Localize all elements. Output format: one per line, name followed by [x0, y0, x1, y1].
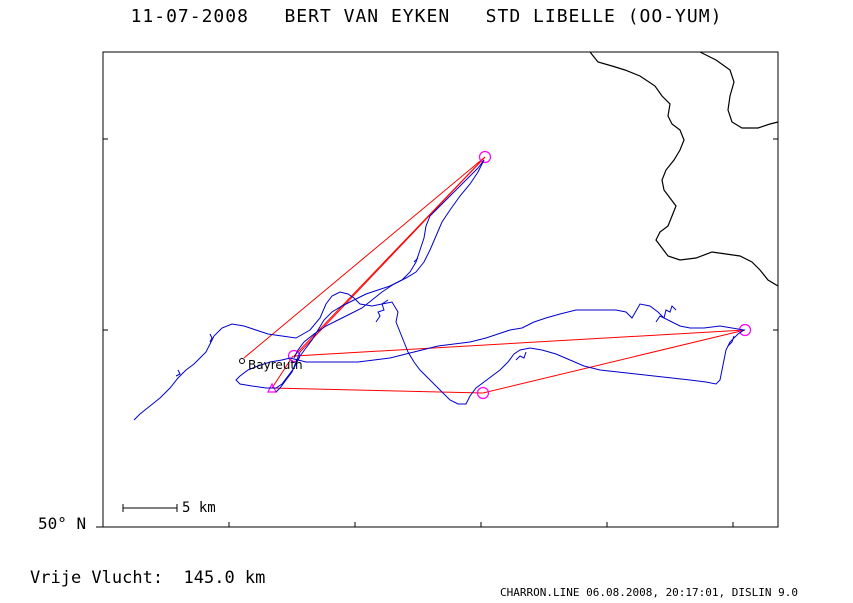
flight-track: [133, 159, 746, 421]
map-frame: [102, 51, 779, 528]
town-label: Bayreuth: [248, 358, 303, 372]
latitude-label: 50° N: [38, 514, 87, 533]
task-leg: [299, 156, 486, 353]
task-line: [243, 156, 746, 394]
scale-bar: [122, 504, 178, 512]
turnpoint-2: [738, 323, 752, 337]
distance-label: Vrije Vlucht: 145.0 km: [30, 568, 266, 588]
flight-track-3: [275, 351, 301, 393]
map-title: 11-07-2008 BERT VAN EYKEN STD LIBELLE (O…: [130, 6, 723, 27]
country-border: [589, 51, 779, 287]
turnpoint-1: [478, 150, 492, 164]
thermal-marks: [175, 257, 735, 377]
turnpoints: [267, 150, 752, 400]
scale-label: 5 km: [182, 500, 216, 516]
flight-track-2: [293, 159, 485, 359]
credit-line: CHARRON.LINE 06.08.2008, 20:17:01, DISLI…: [500, 586, 799, 599]
turnpoint-3: [476, 386, 490, 400]
axis-ticks: [96, 138, 778, 528]
country-border-2: [699, 51, 779, 129]
town-marker: [239, 358, 245, 364]
